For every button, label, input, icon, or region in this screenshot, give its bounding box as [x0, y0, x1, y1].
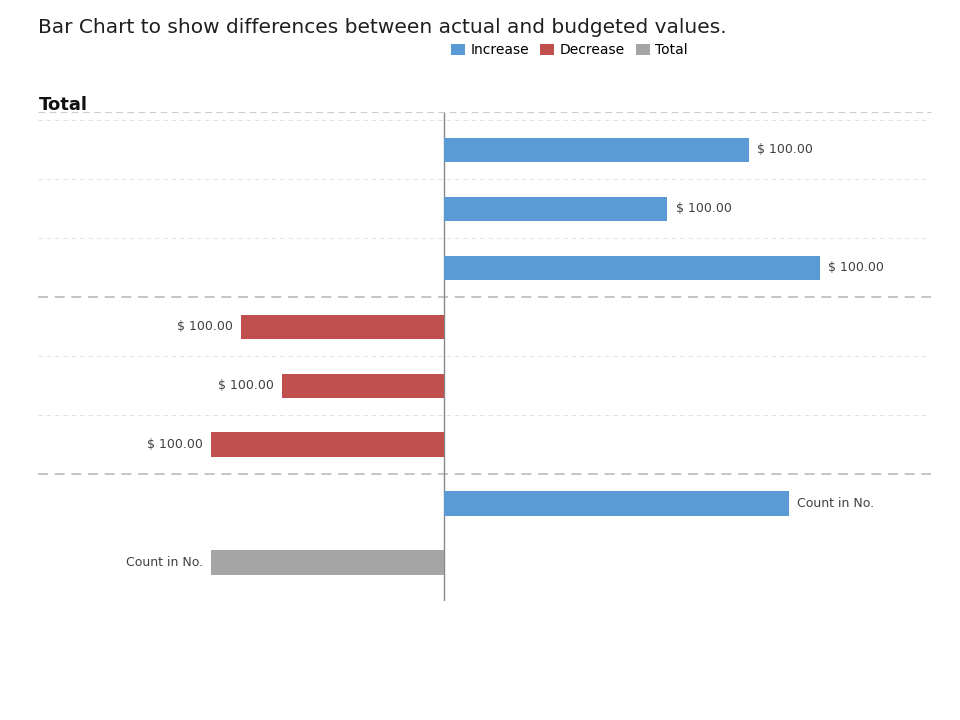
Text: $ 100.00: $ 100.00 — [147, 438, 203, 451]
Bar — [211, 551, 444, 575]
Text: $ 100.00: $ 100.00 — [676, 202, 732, 215]
Text: Total: Total — [38, 96, 87, 114]
Bar — [241, 315, 444, 339]
Bar — [444, 197, 667, 221]
Text: Bar Chart to show differences between actual and budgeted values.: Bar Chart to show differences between ac… — [38, 18, 727, 37]
Text: $ 100.00: $ 100.00 — [828, 261, 883, 274]
Bar — [282, 374, 444, 398]
Text: $ 100.00: $ 100.00 — [178, 320, 233, 333]
Bar — [444, 256, 820, 280]
Text: Lorem ipsum dolor sit amet, consectetuer adipiscing elit. Maecenas porttitor con: Lorem ipsum dolor sit amet, consectetuer… — [24, 659, 701, 690]
Bar — [211, 433, 444, 457]
Text: $ 100.00: $ 100.00 — [756, 143, 812, 156]
Text: $ 100.00: $ 100.00 — [218, 379, 274, 392]
Bar — [444, 492, 789, 516]
Text: Count in No.: Count in No. — [797, 498, 875, 510]
Legend: Increase, Decrease, Total: Increase, Decrease, Total — [445, 37, 694, 63]
Text: Count in No.: Count in No. — [126, 557, 203, 570]
Bar — [444, 138, 749, 162]
Text: Highlights: Highlights — [24, 622, 120, 640]
